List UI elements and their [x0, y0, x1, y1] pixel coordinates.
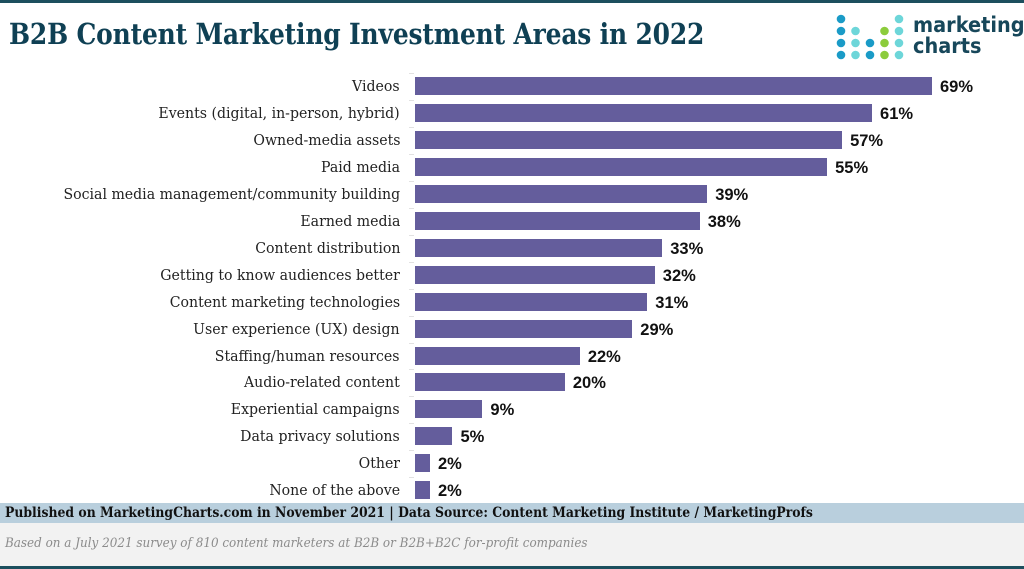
- chart-title: B2B Content Marketing Investment Areas i…: [9, 17, 705, 51]
- axis-tick: [409, 261, 414, 263]
- axis-tick: [409, 99, 414, 101]
- value-label: 55%: [835, 158, 869, 177]
- logo-dot: [880, 50, 889, 60]
- top-rule: [0, 0, 1024, 3]
- axis-tick: [409, 315, 414, 317]
- marketingcharts-logo[interactable]: marketing charts: [836, 14, 1024, 62]
- category-label: Events (digital, in-person, hybrid): [158, 103, 400, 122]
- axis-tick: [409, 477, 414, 479]
- value-label: 69%: [940, 78, 974, 96]
- axis-tick: [409, 153, 414, 155]
- bar[interactable]: [415, 481, 430, 500]
- value-label: 32%: [662, 266, 696, 285]
- value-label: 5%: [460, 428, 485, 447]
- logo-line-2: charts: [913, 34, 982, 58]
- bar[interactable]: [415, 454, 430, 473]
- category-label: Experiential campaigns: [231, 400, 400, 419]
- note-band: Based on a July 2021 survey of 810 conte…: [0, 523, 1024, 566]
- value-label: 9%: [490, 401, 515, 420]
- logo-line-1: marketing: [913, 13, 1024, 37]
- logo-wordmark: marketing charts: [913, 15, 1024, 57]
- logo-dot: [894, 26, 904, 36]
- category-label: Social media management/community buildi…: [63, 184, 400, 203]
- category-label: Owned-media assets: [252, 130, 400, 149]
- logo-dot: [851, 50, 860, 60]
- category-label: Getting to know audiences better: [160, 265, 400, 284]
- bar[interactable]: [415, 211, 700, 230]
- logo-dot: [836, 14, 846, 24]
- dot-grid-logo-icon: [836, 14, 904, 60]
- logo-dot: [880, 26, 889, 36]
- category-label: Audio-related content: [244, 373, 400, 392]
- bottom-rule: [0, 566, 1024, 569]
- logo-dot: [836, 38, 846, 48]
- bar-chart: Videos 69% Events (digital, in-person, hyb…: [63, 73, 974, 501]
- logo-dot: [894, 38, 904, 48]
- source-text: Published on MarketingCharts.com in Nove…: [5, 505, 813, 521]
- axis-tick: [409, 207, 414, 209]
- bar[interactable]: [415, 157, 828, 176]
- axis-tick: [409, 423, 414, 425]
- axis-tick: [409, 234, 414, 236]
- bar[interactable]: [415, 319, 633, 338]
- axis-tick: [409, 369, 414, 371]
- bar[interactable]: [415, 400, 483, 419]
- category-label: Earned media: [299, 211, 400, 230]
- value-label: 2%: [437, 482, 462, 501]
- category-label: Data privacy solutions: [240, 427, 400, 446]
- axis-tick: [409, 180, 414, 182]
- bar[interactable]: [415, 346, 580, 365]
- value-label: 22%: [587, 347, 621, 366]
- logo-dot: [865, 50, 875, 60]
- value-label: 39%: [715, 185, 749, 204]
- axis-tick: [409, 126, 414, 128]
- axis-tick: [409, 73, 414, 74]
- bar[interactable]: [415, 130, 843, 149]
- logo-dot: [851, 38, 860, 48]
- category-label: Content marketing technologies: [169, 292, 400, 311]
- value-label: 61%: [880, 104, 914, 123]
- category-label: Content distribution: [254, 238, 400, 257]
- axis-tick: [409, 288, 414, 290]
- bar[interactable]: [415, 77, 932, 95]
- bar[interactable]: [415, 373, 565, 392]
- logo-dot: [894, 14, 904, 24]
- bar[interactable]: [415, 238, 663, 257]
- logo-dot: [865, 38, 875, 48]
- bar[interactable]: [415, 427, 453, 446]
- bar[interactable]: [415, 265, 655, 284]
- category-label: Paid media: [321, 157, 400, 176]
- logo-dot: [851, 26, 860, 36]
- category-label: User experience (UX) design: [193, 319, 400, 338]
- category-label: Other: [358, 454, 400, 473]
- logo-dot: [836, 26, 846, 36]
- value-label: 31%: [655, 293, 689, 312]
- value-label: 33%: [670, 239, 704, 258]
- bar[interactable]: [415, 184, 708, 203]
- axis-tick: [409, 396, 414, 398]
- logo-dot: [894, 50, 904, 60]
- category-label: Staffing/human resources: [215, 346, 400, 365]
- axis-tick: [409, 450, 414, 452]
- category-label: None of the above: [269, 481, 400, 500]
- value-label: 20%: [572, 374, 606, 393]
- bar[interactable]: [415, 292, 648, 311]
- bar[interactable]: [415, 103, 873, 122]
- value-label: 38%: [707, 212, 741, 231]
- value-label: 2%: [437, 455, 462, 474]
- source-band: Published on MarketingCharts.com in Nove…: [0, 503, 1024, 523]
- value-label: 57%: [850, 131, 884, 150]
- logo-dot: [836, 50, 846, 60]
- logo-dot: [880, 38, 889, 48]
- methodology-note: Based on a July 2021 survey of 810 conte…: [5, 536, 588, 551]
- axis-tick: [409, 342, 414, 344]
- value-label: 29%: [640, 320, 674, 339]
- category-label: Videos: [352, 77, 400, 95]
